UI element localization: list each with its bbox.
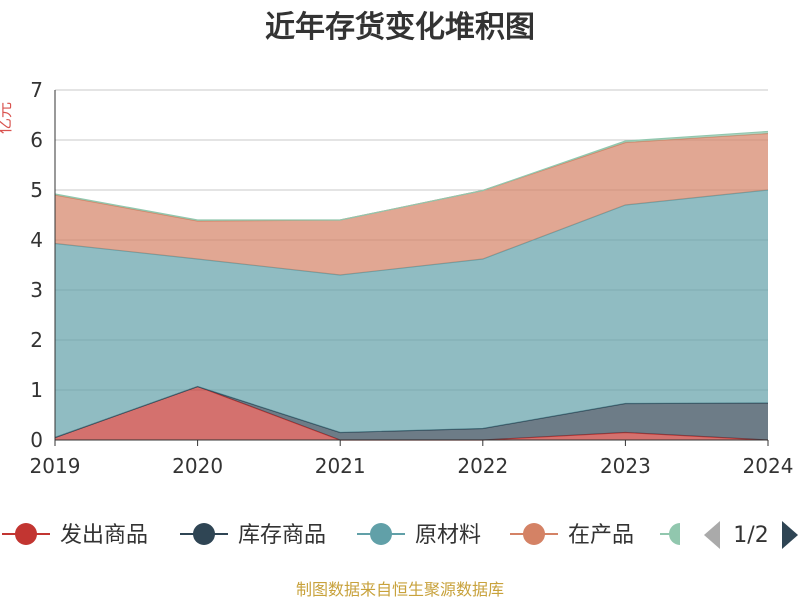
legend-marker-icon [15,523,37,545]
legend-marker-icon [370,523,392,545]
triangle-right-icon[interactable] [782,521,798,549]
x-tick-label: 2021 [315,454,366,478]
x-tick-label: 2022 [457,454,508,478]
x-tick-label: 2024 [743,454,794,478]
y-tick-label: 0 [30,428,43,452]
y-tick-label: 3 [30,278,43,302]
x-tick-label: 2019 [30,454,81,478]
y-tick-label: 6 [30,128,43,152]
y-tick-label: 1 [30,378,43,402]
y-tick-label: 2 [30,328,43,352]
legend-item[interactable] [660,523,680,545]
pager-text: 1/2 [733,523,768,548]
legend-marker-icon [669,523,680,545]
legend-item[interactable]: 发出商品 [2,523,148,548]
legend-item[interactable]: 在产品 [510,523,634,548]
legend-label: 库存商品 [238,523,326,548]
legend-label: 在产品 [568,523,634,548]
area-series [54,130,769,441]
y-tick-label: 4 [30,228,43,252]
legend-pager[interactable]: 1/2 [704,521,798,549]
legend-marker-icon [523,523,545,545]
axes: 0 1 2 3 4 5 6 7 2019 2020 2021 2022 2023 2024 [30,78,794,478]
chart-title: 近年存货变化堆积图 [265,10,535,45]
legend-item[interactable]: 库存商品 [180,523,326,548]
x-tick-label: 2023 [600,454,651,478]
area-series-4 [55,133,768,275]
y-tick-label: 7 [30,78,43,102]
source-note: 制图数据来自恒生聚源数据库 [296,580,504,599]
y-axis-label: 亿元 [0,102,14,134]
legend[interactable]: 发出商品 库存商品 原材料 在产品 1/2 [2,521,798,549]
area-series-3 [55,190,768,438]
legend-item[interactable]: 原材料 [357,523,481,548]
triangle-left-icon[interactable] [704,521,720,549]
legend-label: 原材料 [415,523,481,548]
x-tick-label: 2020 [172,454,223,478]
y-tick-label: 5 [30,178,43,202]
legend-marker-icon [193,523,215,545]
legend-label: 发出商品 [60,523,148,548]
area-series-line-5 [54,130,769,221]
area-series-2 [55,386,768,440]
